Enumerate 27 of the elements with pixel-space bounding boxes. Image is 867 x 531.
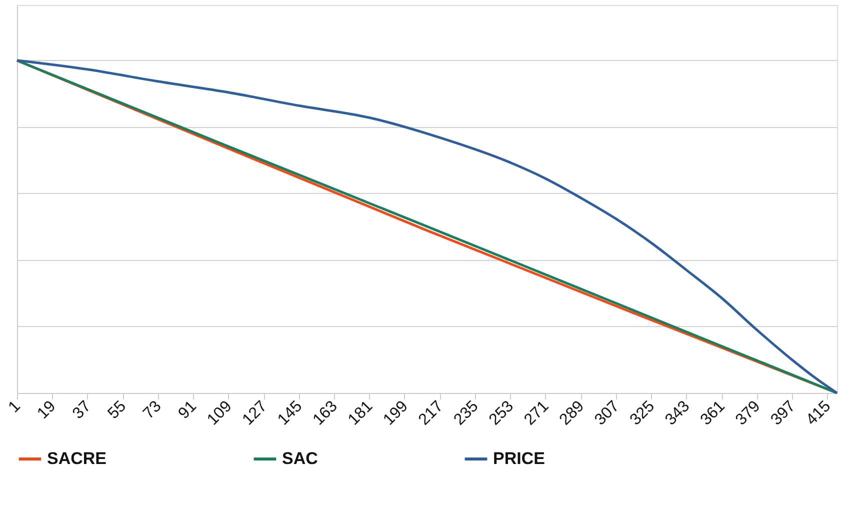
x-tick-label: 109 [204,398,236,429]
x-tick-label: 343 [662,398,694,429]
x-tick-label: 127 [240,398,271,429]
legend-label: SAC [282,449,318,468]
x-tick-label: 289 [556,398,588,429]
x-tick-label: 199 [380,398,412,429]
x-tick-label: 91 [175,398,200,422]
x-tick-label: 397 [768,398,799,429]
x-tick-label: 415 [803,398,834,429]
x-tick-label: 145 [274,398,306,429]
x-tick-label: 361 [697,398,728,429]
x-tick-label: 73 [140,398,165,422]
legend-label: SACRE [47,449,107,468]
x-tick-label: 235 [450,398,482,429]
x-tick-label: 253 [486,398,518,429]
x-tick-label: 307 [592,398,623,429]
x-tick-label: 163 [310,398,341,429]
x-tick-label: 181 [345,398,376,429]
x-tick-label: 1 [6,398,24,416]
x-tick-label: 19 [34,398,60,422]
legend-label: PRICE [493,449,545,468]
x-tick-label: 325 [627,398,658,429]
x-tick-label: 217 [416,398,447,429]
x-tick-label: 271 [521,398,552,429]
x-tick-label: 37 [70,398,94,422]
x-tick-label: 55 [104,398,130,422]
x-tick-label: 379 [732,398,764,429]
